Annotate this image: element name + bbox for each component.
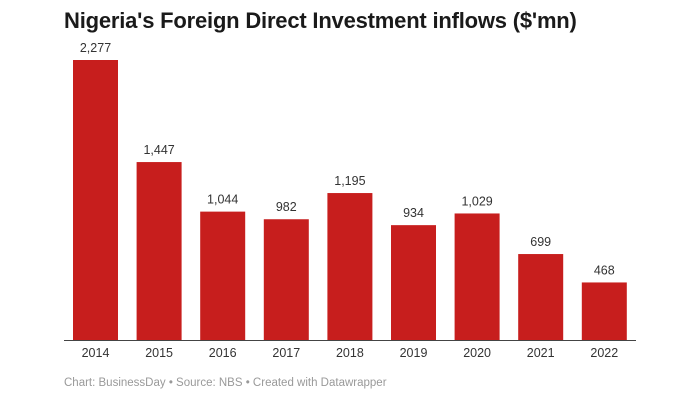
x-tick-2018: 2018	[336, 346, 364, 360]
x-tick-2019: 2019	[400, 346, 428, 360]
x-tick-2015: 2015	[145, 346, 173, 360]
x-tick-2016: 2016	[209, 346, 237, 360]
bar-2015	[136, 162, 182, 340]
value-label-2016: 1,044	[207, 193, 238, 207]
x-tick-2014: 2014	[82, 346, 110, 360]
value-label-2021: 699	[530, 235, 551, 249]
value-label-2017: 982	[276, 200, 297, 214]
bar-2020	[454, 213, 500, 340]
bar-2021	[518, 254, 564, 340]
value-label-2020: 1,029	[461, 194, 492, 208]
bar-2019	[391, 225, 436, 340]
bar-2016	[200, 211, 246, 340]
bar-2014	[73, 60, 118, 340]
value-label-2018: 1,195	[334, 174, 365, 188]
value-label-2022: 468	[594, 263, 615, 277]
chart-title: Nigeria's Foreign Direct Investment infl…	[64, 8, 577, 33]
x-tick-2017: 2017	[272, 346, 300, 360]
value-label-2015: 1,447	[143, 143, 174, 157]
bar-2017	[263, 219, 309, 340]
chart-footer: Chart: BusinessDay • Source: NBS • Creat…	[64, 377, 387, 389]
value-label-2019: 934	[403, 206, 424, 220]
x-tick-2020: 2020	[463, 346, 491, 360]
bar-2022	[581, 282, 627, 340]
value-label-2014: 2,277	[80, 41, 111, 55]
bar-2018	[327, 193, 373, 340]
x-tick-2021: 2021	[527, 346, 555, 360]
x-tick-2022: 2022	[590, 346, 618, 360]
